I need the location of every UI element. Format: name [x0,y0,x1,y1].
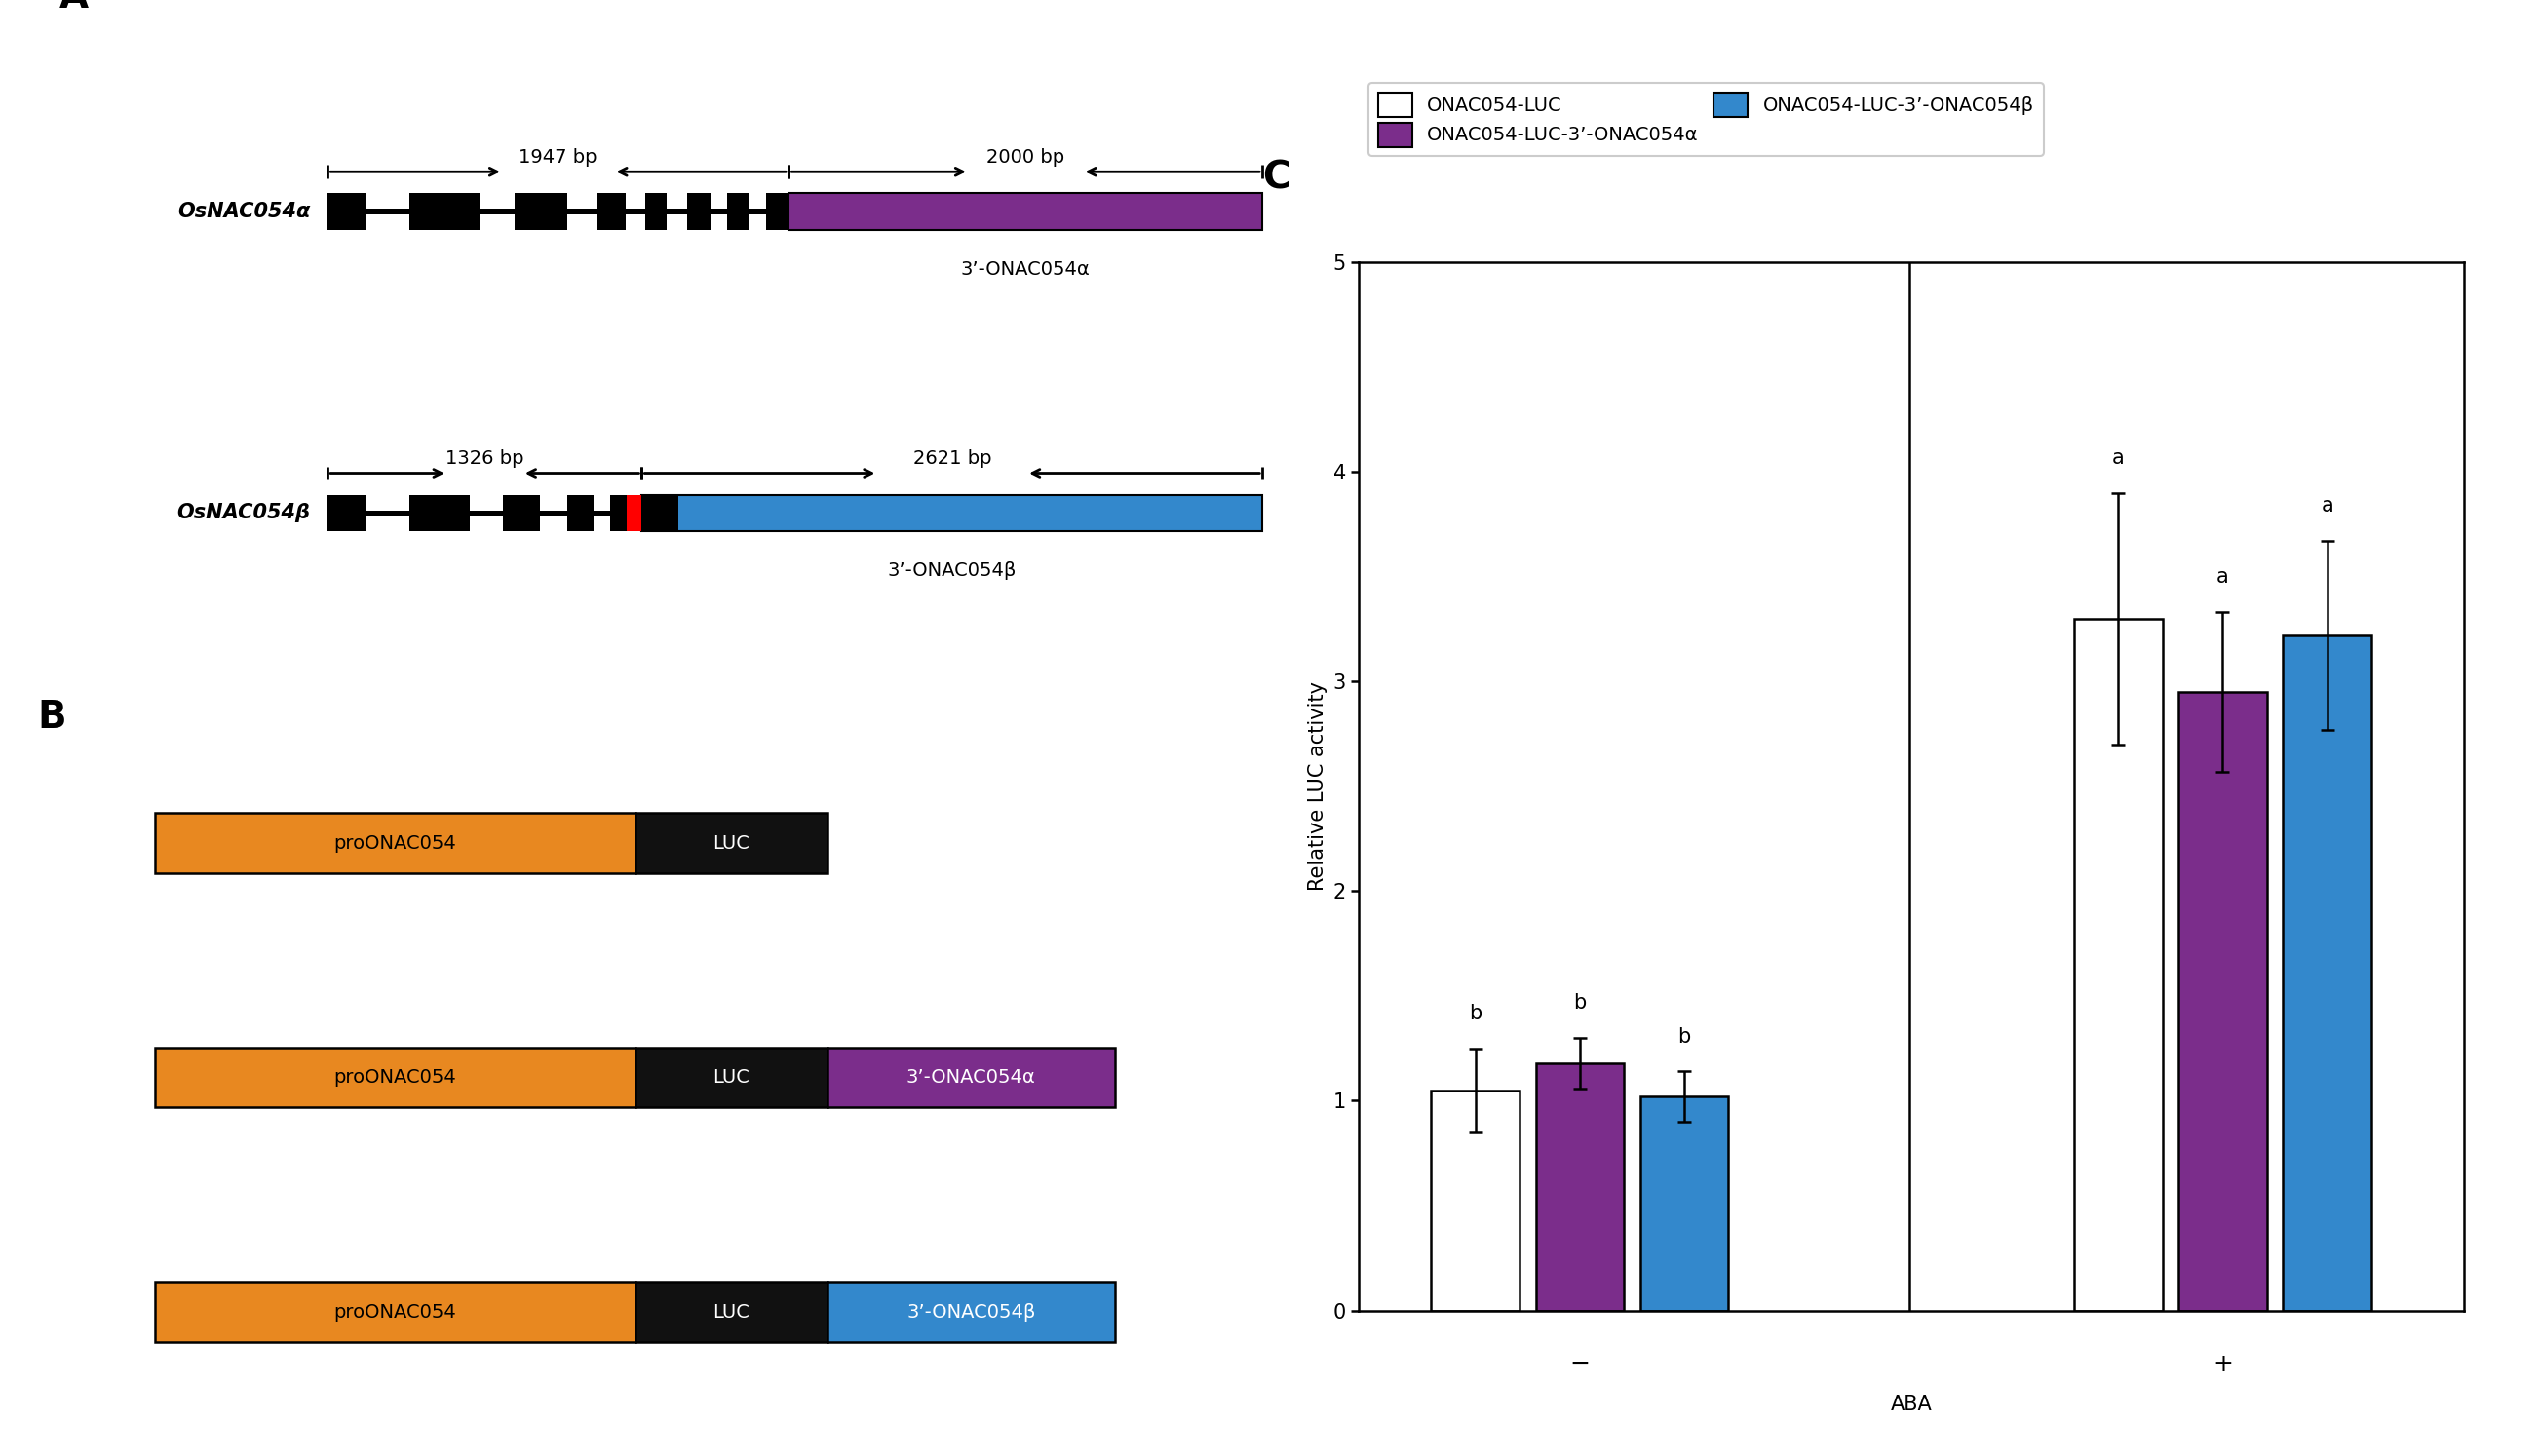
Bar [155,1047,635,1108]
Text: LUC: LUC [714,1303,749,1321]
Text: C: C [1262,160,1290,197]
Bar [328,208,790,214]
Bar [2283,635,2372,1310]
Bar [610,495,630,531]
Bar [566,495,594,531]
Text: LUC: LUC [714,834,749,852]
Text: ABA: ABA [1890,1395,1933,1414]
Bar [155,812,635,874]
Bar [2179,692,2266,1310]
Text: 3’-ONAC054β: 3’-ONAC054β [886,562,1016,579]
Text: 3’-ONAC054β: 3’-ONAC054β [907,1303,1036,1321]
Text: −: − [1570,1353,1590,1376]
Bar [328,510,643,515]
Text: 2000 bp: 2000 bp [986,149,1064,166]
Text: 2621 bp: 2621 bp [912,450,991,467]
Bar [790,194,1262,230]
Bar [503,495,541,531]
Bar [155,1281,635,1342]
Bar [1430,1091,1519,1310]
Bar [1537,1063,1623,1310]
Bar [767,194,790,230]
Text: b: b [1572,993,1588,1013]
Bar [516,194,566,230]
Bar [643,495,1262,531]
Text: LUC: LUC [714,1069,749,1086]
Text: proONAC054: proONAC054 [333,834,457,852]
Bar [597,194,625,230]
Bar [625,495,678,531]
Text: 1326 bp: 1326 bp [444,450,523,467]
Text: +: + [2212,1353,2233,1376]
Text: a: a [2217,568,2230,587]
Text: 3’-ONAC054α: 3’-ONAC054α [960,261,1090,278]
Text: 3’-ONAC054α: 3’-ONAC054α [907,1069,1036,1086]
Text: OsNAC054β: OsNAC054β [178,504,310,523]
Bar [645,194,665,230]
Text: proONAC054: proONAC054 [333,1069,457,1086]
Bar [688,194,711,230]
Text: b: b [1468,1003,1481,1024]
Text: OsNAC054α: OsNAC054α [178,202,310,221]
Text: A: A [58,0,89,16]
Bar [2075,619,2162,1310]
Bar [409,194,480,230]
Text: B: B [38,699,66,735]
Bar [328,194,366,230]
Y-axis label: Relative LUC activity: Relative LUC activity [1308,681,1328,891]
Bar [635,1281,828,1342]
Bar [828,1047,1115,1108]
Text: a: a [2322,496,2334,515]
Bar [627,495,643,531]
Text: a: a [2113,448,2123,467]
Text: proONAC054: proONAC054 [333,1303,457,1321]
Text: 1947 bp: 1947 bp [518,149,597,166]
Bar [635,812,828,874]
Bar [828,1281,1115,1342]
Text: b: b [1679,1026,1692,1047]
Bar [409,495,470,531]
Bar [726,194,749,230]
Bar [635,1047,828,1108]
Bar [1641,1096,1730,1310]
Bar [645,495,663,531]
Bar [328,495,366,531]
Legend: ONAC054-LUC, ONAC054-LUC-3’-ONAC054α, ONAC054-LUC-3’-ONAC054β: ONAC054-LUC, ONAC054-LUC-3’-ONAC054α, ON… [1369,83,2045,156]
